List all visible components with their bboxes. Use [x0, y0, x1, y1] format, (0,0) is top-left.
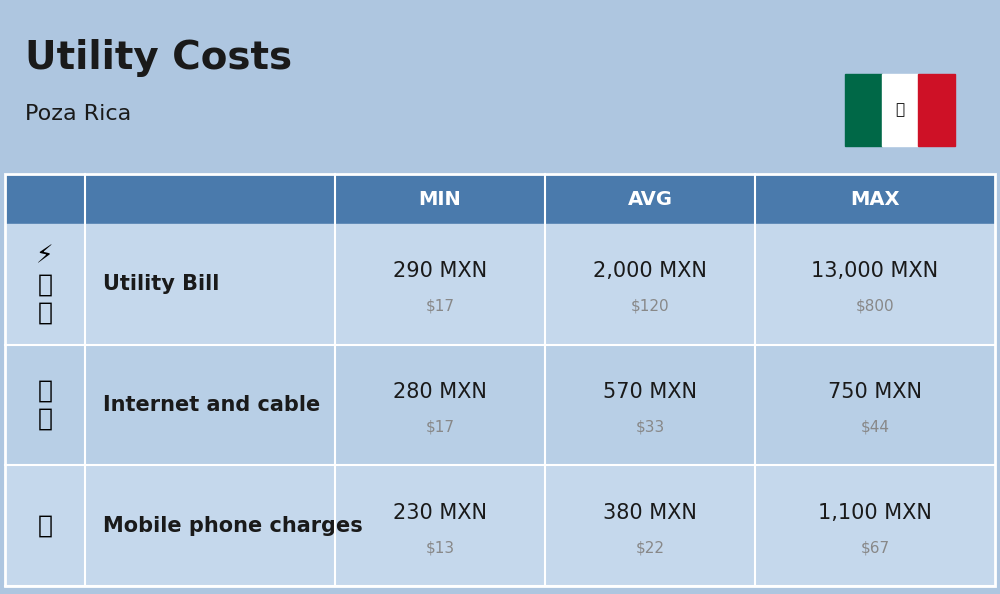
- Bar: [918, 74, 955, 146]
- Bar: [545, 224, 755, 345]
- Text: $44: $44: [860, 419, 890, 434]
- Text: Mobile phone charges: Mobile phone charges: [103, 516, 363, 536]
- Bar: [755, 465, 995, 586]
- Text: 📡
🌐: 📡 🌐: [38, 379, 52, 431]
- Bar: [85, 224, 335, 345]
- Bar: [5, 224, 85, 345]
- Text: 570 MXN: 570 MXN: [603, 382, 697, 402]
- Bar: [845, 74, 882, 146]
- Text: 1,100 MXN: 1,100 MXN: [818, 503, 932, 523]
- Bar: [755, 174, 995, 224]
- Bar: [755, 345, 995, 465]
- Text: 380 MXN: 380 MXN: [603, 503, 697, 523]
- Text: 280 MXN: 280 MXN: [393, 382, 487, 402]
- Text: $22: $22: [636, 540, 664, 555]
- Text: 230 MXN: 230 MXN: [393, 503, 487, 523]
- Text: $800: $800: [856, 299, 894, 314]
- Text: $33: $33: [635, 419, 665, 434]
- Bar: [5, 174, 995, 586]
- Bar: [85, 465, 335, 586]
- Text: 750 MXN: 750 MXN: [828, 382, 922, 402]
- Text: Utility Bill: Utility Bill: [103, 274, 219, 295]
- Text: Poza Rica: Poza Rica: [25, 104, 131, 124]
- Bar: [545, 345, 755, 465]
- Text: Utility Costs: Utility Costs: [25, 39, 292, 77]
- Bar: [545, 174, 755, 224]
- Text: AVG: AVG: [628, 189, 672, 208]
- Text: Internet and cable: Internet and cable: [103, 395, 320, 415]
- Bar: [335, 224, 545, 345]
- Bar: [5, 465, 85, 586]
- Text: 290 MXN: 290 MXN: [393, 261, 487, 282]
- Text: $17: $17: [426, 419, 455, 434]
- Bar: [5, 345, 85, 465]
- Bar: [882, 74, 918, 146]
- Text: $17: $17: [426, 299, 455, 314]
- Bar: [335, 465, 545, 586]
- Text: $120: $120: [631, 299, 669, 314]
- Bar: [5, 174, 85, 224]
- Text: $13: $13: [425, 540, 455, 555]
- Text: 📱: 📱: [38, 514, 52, 538]
- Bar: [755, 224, 995, 345]
- Text: 2,000 MXN: 2,000 MXN: [593, 261, 707, 282]
- Text: 🦅: 🦅: [895, 103, 905, 118]
- Bar: [85, 174, 335, 224]
- Bar: [545, 465, 755, 586]
- Text: MIN: MIN: [419, 189, 461, 208]
- Bar: [85, 345, 335, 465]
- Text: ⚡
🔧
💧: ⚡ 🔧 💧: [36, 245, 54, 324]
- Bar: [335, 174, 545, 224]
- Text: $67: $67: [860, 540, 890, 555]
- Bar: [335, 345, 545, 465]
- Text: MAX: MAX: [850, 189, 900, 208]
- Text: 13,000 MXN: 13,000 MXN: [811, 261, 939, 282]
